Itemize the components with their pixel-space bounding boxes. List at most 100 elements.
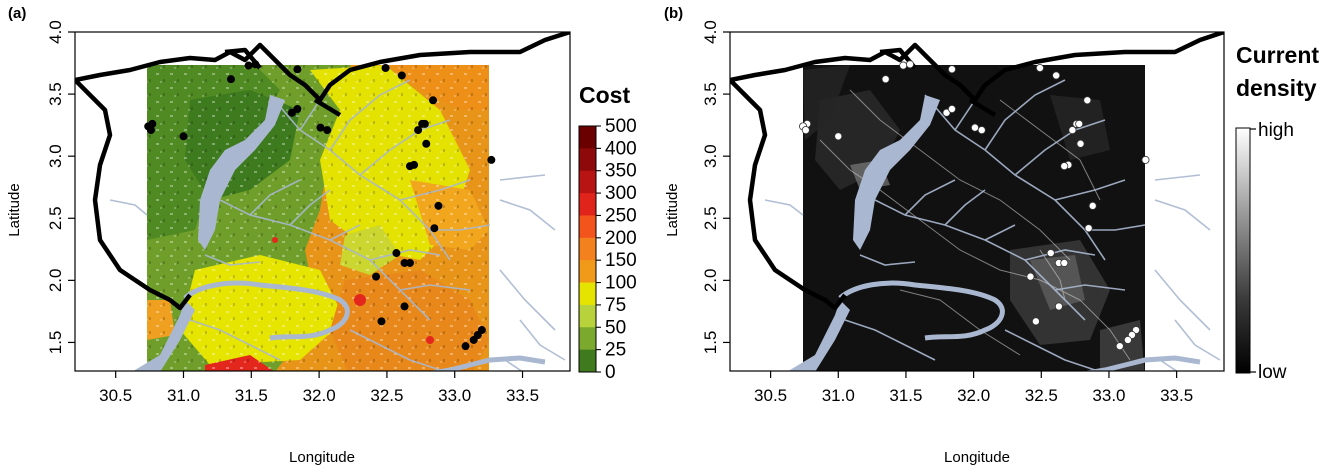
sample-site xyxy=(1035,64,1044,73)
sample-site xyxy=(323,126,332,135)
water-features-b xyxy=(764,79,1221,371)
sample-site xyxy=(1083,96,1092,105)
sample-site xyxy=(1052,71,1061,80)
sample-site xyxy=(1060,258,1069,267)
cost-legend-swatch xyxy=(579,193,596,216)
water-features xyxy=(109,79,566,371)
sample-site xyxy=(947,65,956,74)
sample-site xyxy=(420,119,429,128)
density-colorbar xyxy=(1235,127,1251,374)
panel-a-frame xyxy=(74,31,571,372)
panel-b-label: (b) xyxy=(664,5,683,22)
sample-site xyxy=(1054,302,1063,311)
y-tick-label: 3.5 xyxy=(701,82,720,106)
sample-site xyxy=(977,126,986,135)
x-axis-a: 30.5 31.0 31.5 32.0 32.5 33.0 33.5 xyxy=(99,371,539,405)
sample-site xyxy=(293,104,302,113)
sample-site xyxy=(1026,272,1035,281)
sample-site xyxy=(400,302,409,311)
cost-legend-label: 300 xyxy=(605,183,637,204)
x-tick-label: 32.0 xyxy=(957,386,990,405)
x-tick-label: 31.0 xyxy=(822,386,855,405)
cost-legend-swatch xyxy=(579,148,596,172)
panel-b-map xyxy=(730,32,1224,371)
sample-site xyxy=(434,201,443,210)
sample-site xyxy=(287,108,296,117)
cost-colorbar-frame xyxy=(578,125,597,373)
x-tick-label: 33.0 xyxy=(438,386,471,405)
sample-site xyxy=(834,132,843,141)
sample-site xyxy=(906,60,915,69)
panel-a-label: (a) xyxy=(8,5,26,22)
x-tick-label: 30.5 xyxy=(99,386,132,405)
sample-site xyxy=(293,65,302,74)
x-tick-label: 30.5 xyxy=(754,386,787,405)
cost-legend-label: 25 xyxy=(605,340,626,361)
sample-site xyxy=(397,71,406,80)
x-tick-label: 32.5 xyxy=(370,386,403,405)
sample-site xyxy=(422,139,431,148)
sample-site xyxy=(1046,249,1055,258)
sample-site xyxy=(461,342,470,351)
y-tick-label: 2.0 xyxy=(701,269,720,293)
sample-site xyxy=(251,60,260,69)
x-tick-label: 33.5 xyxy=(1160,386,1193,405)
sample-site xyxy=(1076,139,1085,148)
density-legend: Current density high low xyxy=(1235,42,1319,383)
x-tick-label: 31.5 xyxy=(889,386,922,405)
sample-site xyxy=(429,96,438,105)
x-tick-label: 33.5 xyxy=(506,386,539,405)
y-tick-label: 1.5 xyxy=(701,331,720,355)
density-legend-title-line2: density xyxy=(1236,75,1317,101)
x-axis-b: 30.5 31.0 31.5 32.0 32.5 33.0 33.5 xyxy=(754,371,1193,405)
sample-site xyxy=(1084,224,1093,233)
cost-legend-swatch xyxy=(579,260,596,284)
cost-legend-swatch xyxy=(579,126,596,149)
x-tick-label: 33.0 xyxy=(1092,386,1125,405)
sample-site xyxy=(1031,317,1040,326)
cost-legend-swatch xyxy=(579,304,596,328)
cost-legend-swatch xyxy=(579,327,596,351)
sample-site xyxy=(377,317,386,326)
y-tick-label: 2.5 xyxy=(46,206,65,230)
sample-site xyxy=(392,249,401,258)
sample-site xyxy=(1075,119,1084,128)
panel-b: (b) xyxy=(664,5,1319,466)
sample-site xyxy=(881,75,890,84)
sample-site xyxy=(1068,126,1077,135)
sample-site xyxy=(801,126,810,135)
sample-site xyxy=(942,108,951,117)
y-tick-label: 3.0 xyxy=(46,144,65,168)
sample-site xyxy=(226,75,235,84)
cost-legend-swatch xyxy=(579,170,596,194)
y-tick-label: 1.5 xyxy=(46,331,65,355)
sample-site xyxy=(372,272,381,281)
x-tick-label: 32.5 xyxy=(1025,386,1058,405)
sample-site xyxy=(1088,201,1097,210)
cost-legend-label: 150 xyxy=(605,250,637,271)
y-axis-a: 1.5 2.0 2.5 3.0 3.5 4.0 xyxy=(46,20,75,354)
cost-legend-label: 100 xyxy=(605,273,637,294)
sample-site xyxy=(405,162,414,171)
sample-site xyxy=(405,258,414,267)
cost-legend-label: 75 xyxy=(605,295,626,316)
cost-legend-label: 400 xyxy=(605,138,637,159)
sample-site xyxy=(1123,335,1132,344)
y-tick-label: 3.5 xyxy=(46,82,65,106)
sample-sites-a xyxy=(144,60,496,351)
sample-sites-b xyxy=(799,60,1150,351)
y-axis-title-a: Latitude xyxy=(6,183,23,236)
density-legend-low: low xyxy=(1258,362,1287,383)
sample-site xyxy=(414,126,423,135)
sample-site xyxy=(381,64,390,73)
sample-site xyxy=(316,123,325,132)
x-tick-label: 31.0 xyxy=(167,386,200,405)
x-tick-label: 32.0 xyxy=(303,386,336,405)
y-tick-label: 3.0 xyxy=(701,144,720,168)
sample-site xyxy=(487,155,496,164)
cost-legend-label: 200 xyxy=(605,228,637,249)
cost-legend-label: 50 xyxy=(605,317,626,338)
y-tick-label: 4.0 xyxy=(701,20,720,44)
